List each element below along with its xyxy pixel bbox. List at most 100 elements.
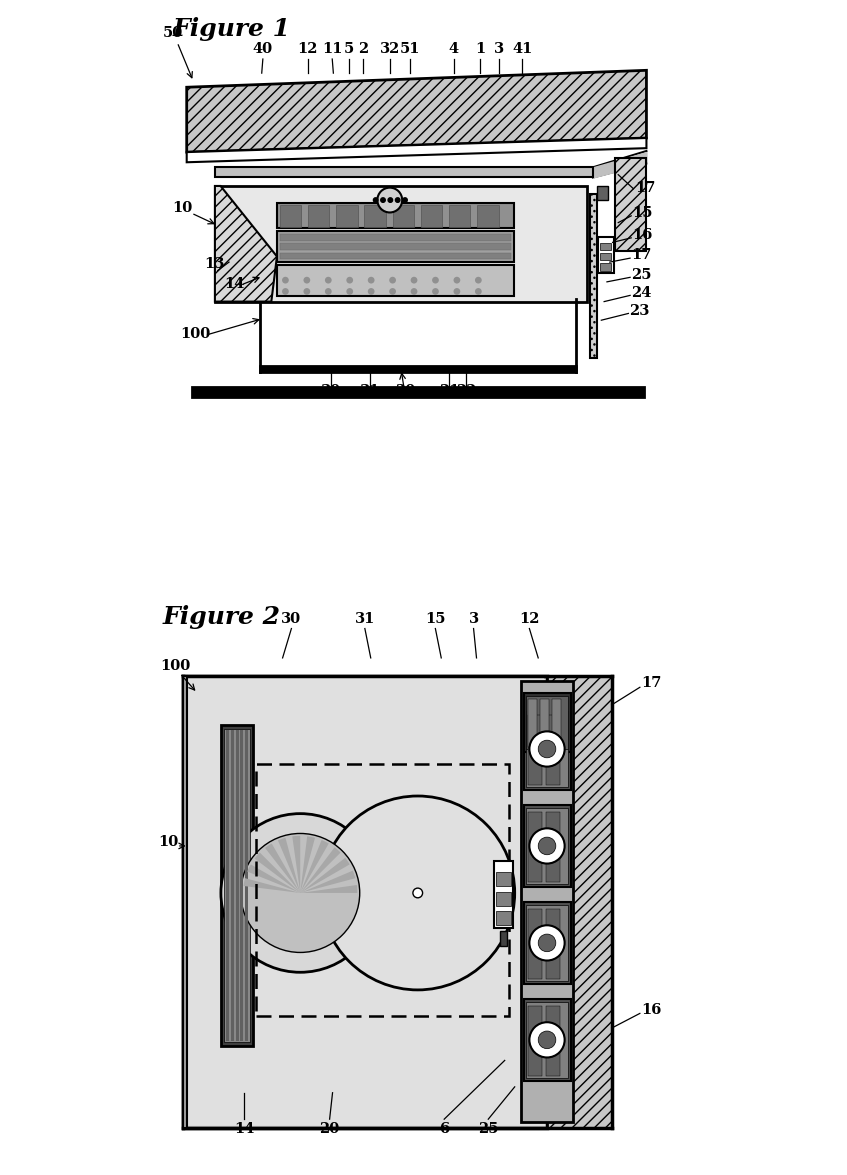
Polygon shape [215,186,277,302]
Bar [280,243,511,250]
Bar [336,206,357,227]
Bar [600,263,612,270]
Text: 15: 15 [425,612,446,625]
Bar [523,902,570,985]
Bar [495,892,511,906]
Text: 31: 31 [355,612,375,625]
Bar [500,931,507,946]
Bar [528,714,542,785]
Bar [526,905,567,981]
Circle shape [402,197,407,202]
Wedge shape [243,878,300,893]
Bar [528,1006,542,1076]
Bar [597,186,607,200]
Bar [245,730,248,1041]
Text: 14: 14 [224,276,245,290]
Wedge shape [300,840,329,893]
Bar [526,696,567,750]
Bar [528,699,537,747]
Bar [277,266,514,296]
Circle shape [374,197,378,202]
Circle shape [282,288,289,295]
Circle shape [321,797,514,989]
Circle shape [538,934,556,952]
Text: 23: 23 [629,303,650,317]
Text: 14: 14 [234,1122,254,1136]
Bar [215,168,593,177]
Polygon shape [186,70,646,153]
Text: 20: 20 [396,384,416,398]
Circle shape [538,740,556,758]
Text: 17: 17 [631,248,651,262]
Bar [192,388,644,397]
Bar [449,206,470,227]
Polygon shape [186,139,646,162]
Text: 22: 22 [456,384,476,398]
Text: 13: 13 [205,257,225,271]
Text: 3: 3 [468,612,479,625]
Text: 25: 25 [478,1122,498,1136]
Text: 16: 16 [632,228,652,242]
Text: 2: 2 [358,42,368,56]
Circle shape [453,277,460,283]
Bar [280,206,302,227]
Circle shape [380,197,385,202]
Circle shape [411,277,418,283]
Circle shape [368,288,374,295]
Text: 15: 15 [632,206,653,220]
Bar [280,253,511,260]
Text: 3: 3 [494,42,504,56]
Bar [545,909,560,980]
Text: 100: 100 [160,659,190,673]
Bar [600,254,612,261]
Circle shape [475,277,482,283]
Bar [308,206,329,227]
Circle shape [538,1032,556,1048]
Bar [600,243,612,250]
Text: 1: 1 [475,42,485,56]
Bar [540,699,549,747]
Wedge shape [255,853,300,893]
Wedge shape [300,885,357,893]
Circle shape [346,277,353,283]
Text: 30: 30 [320,384,340,398]
Circle shape [389,277,396,283]
Circle shape [529,926,564,961]
Circle shape [221,813,379,973]
Text: 10: 10 [158,835,178,850]
Bar [551,699,561,747]
Circle shape [346,288,353,295]
Bar [280,235,511,241]
Text: 30: 30 [281,612,302,625]
Text: 11: 11 [322,42,342,56]
Bar [523,707,570,790]
Text: 12: 12 [297,42,318,56]
Circle shape [324,277,331,283]
Bar [421,206,442,227]
Circle shape [453,288,460,295]
Circle shape [324,288,331,295]
Bar [528,909,542,980]
Bar [615,157,646,251]
Wedge shape [292,835,300,893]
Text: 41: 41 [512,42,533,56]
Bar [392,206,414,227]
Wedge shape [265,844,300,893]
Circle shape [412,888,423,898]
Bar [277,203,514,228]
Bar [185,679,544,1126]
Text: 5: 5 [344,42,354,56]
Circle shape [538,837,556,855]
Bar [256,764,509,1016]
Bar [526,808,567,884]
Text: 21: 21 [439,384,459,398]
Bar [495,872,511,887]
Bar [545,714,560,785]
Text: 17: 17 [641,677,662,691]
Wedge shape [247,865,300,893]
Text: 25: 25 [631,268,651,282]
Bar [523,693,570,752]
Circle shape [303,288,310,295]
Wedge shape [300,871,355,893]
Circle shape [529,731,564,766]
